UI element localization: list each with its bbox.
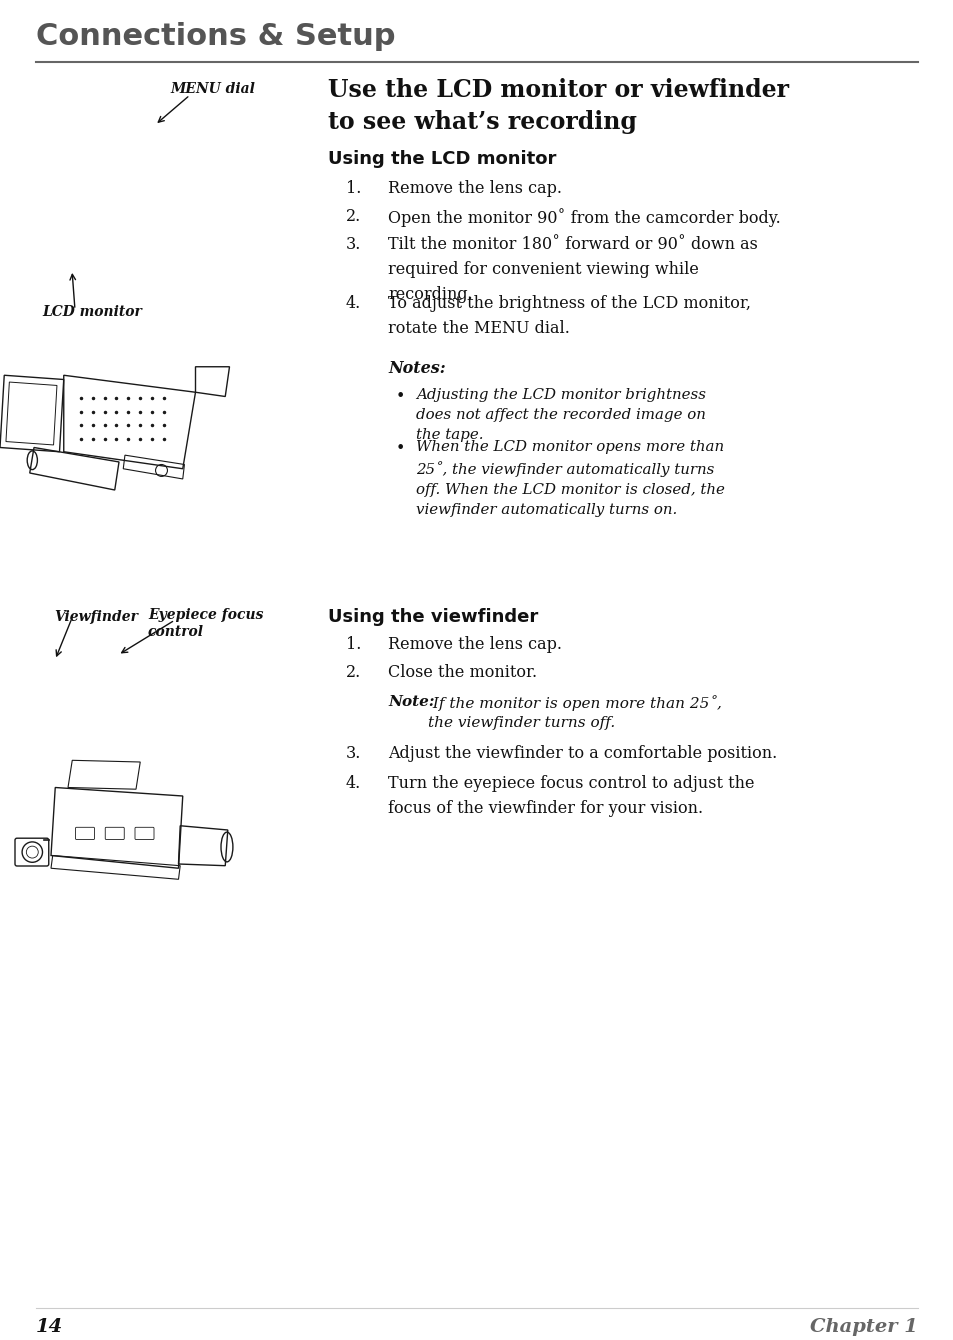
Text: Remove the lens cap.: Remove the lens cap. — [388, 636, 561, 653]
Text: Using the LCD monitor: Using the LCD monitor — [328, 150, 556, 168]
Text: Note:: Note: — [388, 695, 434, 709]
Text: 4.: 4. — [346, 295, 361, 312]
Text: Adjust the viewfinder to a comfortable position.: Adjust the viewfinder to a comfortable p… — [388, 745, 777, 762]
Text: Viewfinder: Viewfinder — [54, 610, 138, 624]
Text: Notes:: Notes: — [388, 360, 445, 377]
Text: Open the monitor 90˚ from the camcorder body.: Open the monitor 90˚ from the camcorder … — [388, 208, 780, 226]
Text: 2.: 2. — [346, 208, 361, 225]
Text: 14: 14 — [36, 1319, 63, 1336]
Text: Connections & Setup: Connections & Setup — [36, 21, 395, 51]
Text: 1.: 1. — [346, 180, 361, 197]
Text: to see what’s recording: to see what’s recording — [328, 110, 637, 134]
Text: 3.: 3. — [346, 745, 361, 762]
Text: Close the monitor.: Close the monitor. — [388, 665, 537, 681]
Text: Using the viewfinder: Using the viewfinder — [328, 608, 537, 626]
Text: MENU dial: MENU dial — [170, 82, 254, 96]
Text: 2.: 2. — [346, 665, 361, 681]
Text: LCD monitor: LCD monitor — [42, 306, 142, 319]
Text: Tilt the monitor 180˚ forward or 90˚ down as
required for convenient viewing whi: Tilt the monitor 180˚ forward or 90˚ dow… — [388, 236, 757, 303]
Text: Use the LCD monitor or viewfinder: Use the LCD monitor or viewfinder — [328, 78, 788, 102]
Text: Turn the eyepiece focus control to adjust the
focus of the viewfinder for your v: Turn the eyepiece focus control to adjus… — [388, 775, 754, 817]
Text: When the LCD monitor opens more than
25˚, the viewfinder automatically turns
off: When the LCD monitor opens more than 25˚… — [416, 440, 724, 517]
Text: To adjust the brightness of the LCD monitor,
rotate the MENU dial.: To adjust the brightness of the LCD moni… — [388, 295, 750, 336]
Text: 1.: 1. — [346, 636, 361, 653]
Text: Chapter 1: Chapter 1 — [809, 1319, 917, 1336]
Text: •: • — [395, 440, 405, 457]
Text: 4.: 4. — [346, 775, 361, 792]
Text: If the monitor is open more than 25˚,
the viewfinder turns off.: If the monitor is open more than 25˚, th… — [428, 695, 721, 730]
Text: Remove the lens cap.: Remove the lens cap. — [388, 180, 561, 197]
Text: Eyepiece focus
control: Eyepiece focus control — [148, 608, 263, 639]
Text: •: • — [395, 389, 405, 405]
Text: 3.: 3. — [346, 236, 361, 253]
Text: Adjusting the LCD monitor brightness
does not affect the recorded image on
the t: Adjusting the LCD monitor brightness doe… — [416, 389, 705, 442]
